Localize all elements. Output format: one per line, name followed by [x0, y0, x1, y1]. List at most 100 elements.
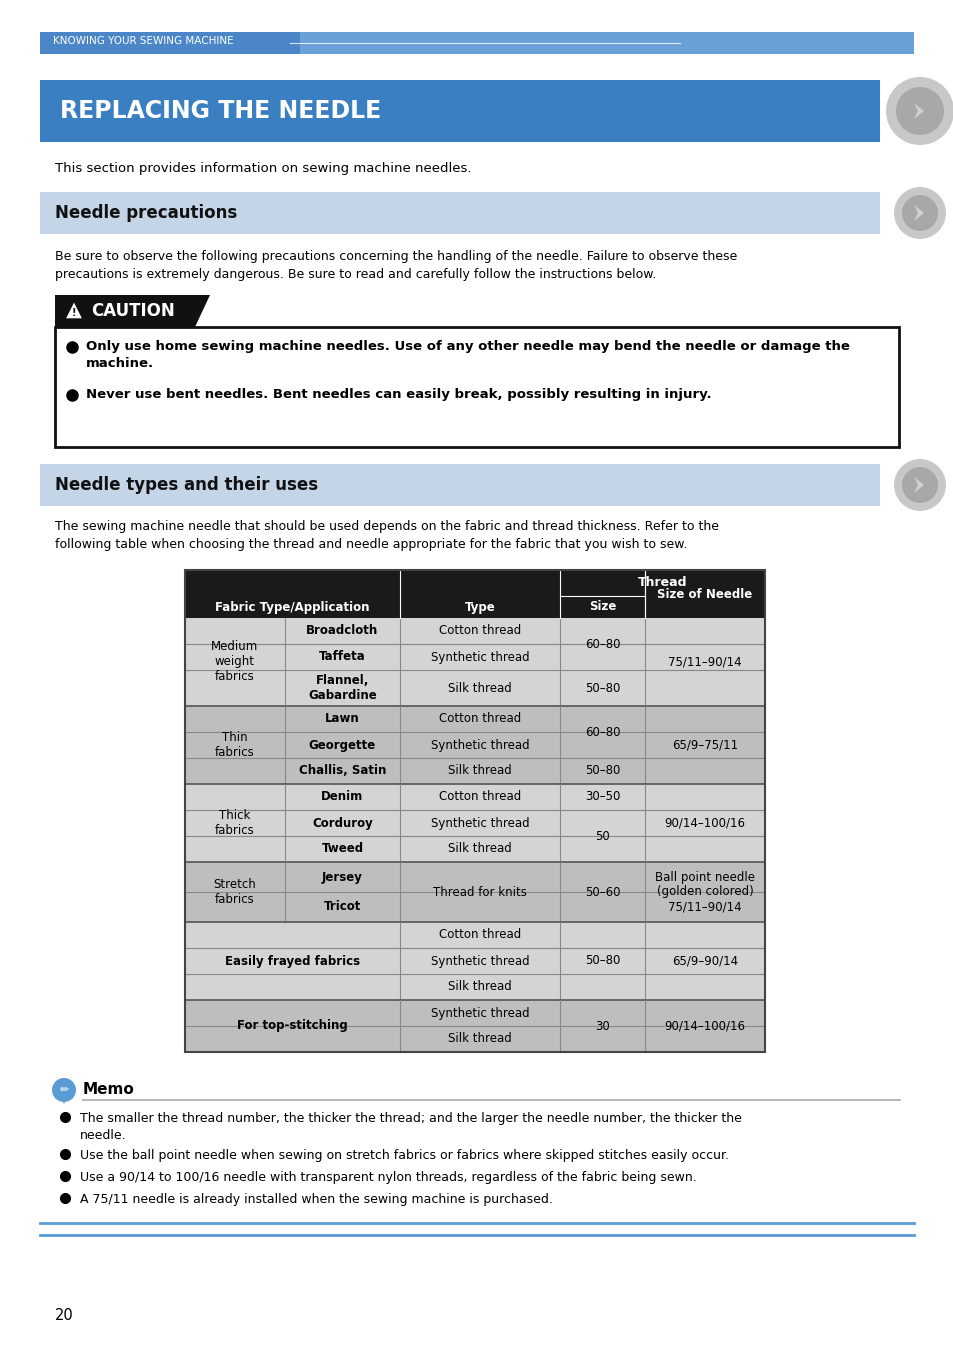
Text: Thin
fabrics: Thin fabrics [214, 731, 254, 759]
Bar [40, 464, 879, 506]
Text: Tweed: Tweed [321, 842, 363, 856]
Text: Synthetic thread: Synthetic thread [430, 739, 529, 751]
Text: Thick
fabrics: Thick fabrics [214, 809, 254, 837]
Text: This section provides information on sewing machine needles.: This section provides information on sew… [55, 162, 471, 175]
Text: 50–80: 50–80 [584, 764, 619, 778]
Bar [185, 570, 764, 617]
Text: REPLACING THE NEEDLE: REPLACING THE NEEDLE [60, 98, 381, 123]
Text: ✏: ✏ [59, 1085, 69, 1095]
Text: 65/9–90/14: 65/9–90/14 [671, 954, 738, 968]
Text: Silk thread: Silk thread [448, 682, 512, 694]
Text: Silk thread: Silk thread [448, 842, 512, 856]
Text: Medium
weight
fabrics: Medium weight fabrics [212, 640, 258, 683]
Text: 60–80: 60–80 [584, 638, 619, 651]
Text: Stretch
fabrics: Stretch fabrics [213, 878, 256, 906]
Circle shape [901, 466, 937, 503]
Text: !: ! [71, 307, 76, 318]
Circle shape [885, 77, 953, 146]
Text: 90/14–100/16: 90/14–100/16 [664, 817, 744, 829]
Text: The sewing machine needle that should be used depends on the fabric and thread t: The sewing machine needle that should be… [55, 520, 719, 532]
Text: Size of Needle: Size of Needle [657, 588, 752, 600]
Text: For top-stitching: For top-stitching [237, 1019, 348, 1033]
Circle shape [52, 1078, 76, 1103]
Polygon shape [913, 205, 923, 221]
Text: Ball point needle
(golden colored)
75/11–90/14: Ball point needle (golden colored) 75/11… [655, 871, 754, 914]
Polygon shape [61, 1099, 67, 1104]
Text: Use the ball point needle when sewing on stretch fabrics or fabrics where skippe: Use the ball point needle when sewing on… [80, 1148, 728, 1162]
Text: 30: 30 [595, 1019, 609, 1033]
Text: following table when choosing the thread and needle appropriate for the fabric t: following table when choosing the thread… [55, 538, 687, 551]
Text: Broadcloth: Broadcloth [306, 624, 378, 638]
Text: Synthetic thread: Synthetic thread [430, 817, 529, 829]
Bar [829, 464, 859, 506]
Text: Cotton thread: Cotton thread [438, 790, 520, 803]
Polygon shape [913, 102, 923, 119]
Text: Denim: Denim [321, 790, 363, 803]
Text: Thread for knits: Thread for knits [433, 886, 526, 899]
Polygon shape [65, 301, 83, 319]
Text: Cotton thread: Cotton thread [438, 713, 520, 725]
Bar [185, 922, 764, 1000]
Text: 30–50: 30–50 [584, 790, 619, 803]
Text: 60–80: 60–80 [584, 725, 619, 739]
Text: A 75/11 needle is already installed when the sewing machine is purchased.: A 75/11 needle is already installed when… [80, 1193, 553, 1206]
Text: Use a 90/14 to 100/16 needle with transparent nylon threads, regardless of the f: Use a 90/14 to 100/16 needle with transp… [80, 1171, 696, 1184]
FancyBboxPatch shape [829, 464, 879, 506]
FancyBboxPatch shape [829, 80, 879, 142]
Text: KNOWING YOUR SEWING MACHINE: KNOWING YOUR SEWING MACHINE [53, 36, 233, 46]
Text: machine.: machine. [86, 357, 154, 369]
Circle shape [893, 460, 945, 511]
Text: Flannel,
Gabardine: Flannel, Gabardine [308, 674, 376, 702]
Text: Taffeta: Taffeta [319, 651, 366, 663]
Text: Synthetic thread: Synthetic thread [430, 1007, 529, 1019]
Text: Never use bent needles. Bent needles can easily break, possibly resulting in inj: Never use bent needles. Bent needles can… [86, 388, 711, 400]
Text: Georgette: Georgette [309, 739, 375, 751]
Circle shape [893, 187, 945, 239]
Text: needle.: needle. [80, 1130, 127, 1142]
Text: Corduroy: Corduroy [312, 817, 373, 829]
Text: precautions is extremely dangerous. Be sure to read and carefully follow the ins: precautions is extremely dangerous. Be s… [55, 268, 656, 280]
Bar [185, 570, 764, 1051]
Bar [829, 80, 859, 142]
Text: Type: Type [464, 600, 495, 613]
Text: 50–80: 50–80 [584, 954, 619, 968]
Text: Cotton thread: Cotton thread [438, 624, 520, 638]
Text: Silk thread: Silk thread [448, 1033, 512, 1046]
Text: Fabric Type/Application: Fabric Type/Application [215, 600, 370, 613]
Text: Thread: Thread [638, 577, 686, 589]
Text: 75/11–90/14: 75/11–90/14 [667, 655, 741, 669]
Circle shape [895, 88, 943, 135]
Bar [299, 32, 913, 54]
Text: Tricot: Tricot [323, 900, 361, 914]
Bar [185, 617, 764, 706]
Bar [185, 785, 764, 861]
Circle shape [901, 195, 937, 231]
Text: Challis, Satin: Challis, Satin [298, 764, 386, 778]
Polygon shape [913, 477, 923, 493]
Bar [40, 32, 913, 54]
Text: 90/14–100/16: 90/14–100/16 [664, 1019, 744, 1033]
Text: Size: Size [588, 600, 616, 613]
Bar [185, 861, 764, 922]
Text: Needle precautions: Needle precautions [55, 204, 237, 222]
Text: Only use home sewing machine needles. Use of any other needle may bend the needl: Only use home sewing machine needles. Us… [86, 340, 849, 353]
Bar [40, 191, 879, 235]
Text: 20: 20 [55, 1308, 73, 1322]
Text: Be sure to observe the following precautions concerning the handling of the need: Be sure to observe the following precaut… [55, 249, 737, 263]
Text: Silk thread: Silk thread [448, 764, 512, 778]
Polygon shape [55, 295, 210, 328]
Text: 50–80: 50–80 [584, 682, 619, 694]
Text: Memo: Memo [83, 1082, 134, 1097]
Bar [185, 706, 764, 785]
FancyBboxPatch shape [829, 191, 879, 235]
Bar [55, 328, 898, 448]
Bar [829, 191, 859, 235]
Text: 50: 50 [595, 829, 609, 842]
Text: CAUTION: CAUTION [91, 302, 174, 319]
Text: Jersey: Jersey [322, 871, 362, 883]
Text: Lawn: Lawn [325, 713, 359, 725]
Text: The smaller the thread number, the thicker the thread; and the larger the needle: The smaller the thread number, the thick… [80, 1112, 741, 1126]
Text: Needle types and their uses: Needle types and their uses [55, 476, 317, 493]
Text: Synthetic thread: Synthetic thread [430, 651, 529, 663]
Bar [185, 1000, 764, 1051]
